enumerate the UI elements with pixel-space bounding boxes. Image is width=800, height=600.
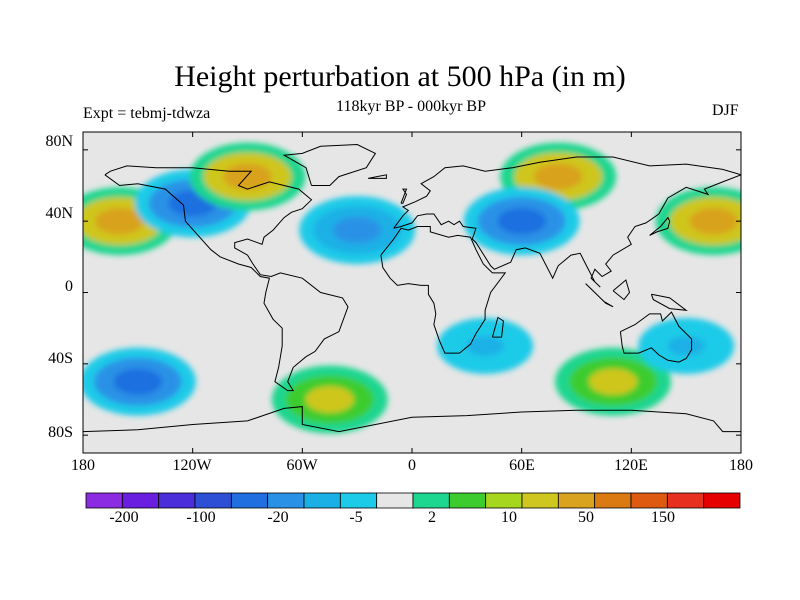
- plot-subtitle: 118kyr BP - 000kyr BP: [336, 98, 486, 115]
- colorbar-box: [448, 492, 487, 509]
- colorbar-box: [194, 492, 232, 509]
- colorbar-box: [339, 492, 378, 509]
- coastline: [104, 165, 349, 392]
- colorbar-box: [703, 492, 741, 509]
- coastline: [380, 226, 507, 354]
- coastline: [491, 316, 504, 338]
- x-tick-label: 60E: [509, 457, 535, 474]
- colorbar-box: [594, 492, 632, 509]
- coastline: [83, 406, 741, 433]
- colorbar-box: [630, 492, 668, 509]
- coastline: [282, 143, 377, 186]
- y-tick-label: 40S: [48, 350, 73, 367]
- field-core: [223, 163, 272, 190]
- field-core: [305, 386, 354, 413]
- field-core: [689, 207, 738, 235]
- colorbar-label: 50: [578, 509, 594, 526]
- colorbar-label: -100: [186, 509, 216, 526]
- y-tick-label: 0: [65, 278, 73, 295]
- coastline: [368, 174, 387, 179]
- colorbar: [85, 492, 741, 509]
- field-core: [588, 368, 638, 395]
- field-core: [113, 368, 163, 395]
- coastline: [585, 283, 614, 308]
- colorbar-box: [121, 492, 160, 509]
- colorbar-label: 10: [501, 509, 517, 526]
- x-tick-label: 0: [408, 457, 416, 474]
- coastline: [649, 216, 671, 236]
- coastline: [400, 188, 408, 204]
- colorbar-box: [376, 492, 414, 509]
- x-tick-label: 180: [729, 457, 753, 474]
- x-tick-label: 120E: [614, 457, 648, 474]
- x-tick-label: 120W: [172, 457, 212, 474]
- colorbar-label: -20: [267, 509, 289, 526]
- colorbar-label: 150: [651, 509, 675, 526]
- coastline: [393, 156, 741, 288]
- y-tick-label: 80S: [48, 424, 73, 441]
- colorbar-box: [85, 492, 123, 509]
- coastlines: [83, 143, 741, 433]
- colorbar-box: [230, 492, 269, 509]
- coastline: [650, 293, 688, 311]
- colorbar-label: 2: [428, 509, 436, 526]
- season-label: DJF: [712, 102, 739, 119]
- coastline: [612, 279, 631, 301]
- field-core: [466, 336, 504, 356]
- colorbar-box: [303, 492, 341, 509]
- y-tick-label: 40N: [45, 205, 73, 222]
- colorbar-box: [158, 492, 196, 509]
- field-core: [667, 336, 705, 356]
- colorbar-box: [267, 492, 305, 509]
- map-field: [83, 132, 741, 453]
- colorbar-box: [666, 492, 705, 509]
- field-core: [497, 207, 546, 235]
- colorbar-box: [557, 492, 596, 509]
- colorbar-box: [412, 492, 450, 509]
- colorbar-label: -200: [109, 509, 139, 526]
- colorbar-box: [485, 492, 523, 509]
- coastline: [619, 311, 693, 363]
- field-core: [332, 216, 382, 244]
- x-tick-label: 180: [71, 457, 95, 474]
- field-core: [95, 207, 144, 235]
- y-tick-label: 80N: [45, 133, 73, 150]
- colorbar-box: [521, 492, 559, 509]
- plot-title: Height perturbation at 500 hPa (in m): [174, 60, 626, 93]
- colorbar-label: -5: [349, 509, 363, 526]
- x-tick-label: 60W: [286, 457, 318, 474]
- experiment-label: Expt = tebmj-tdwza: [83, 105, 211, 122]
- field-core: [534, 163, 583, 190]
